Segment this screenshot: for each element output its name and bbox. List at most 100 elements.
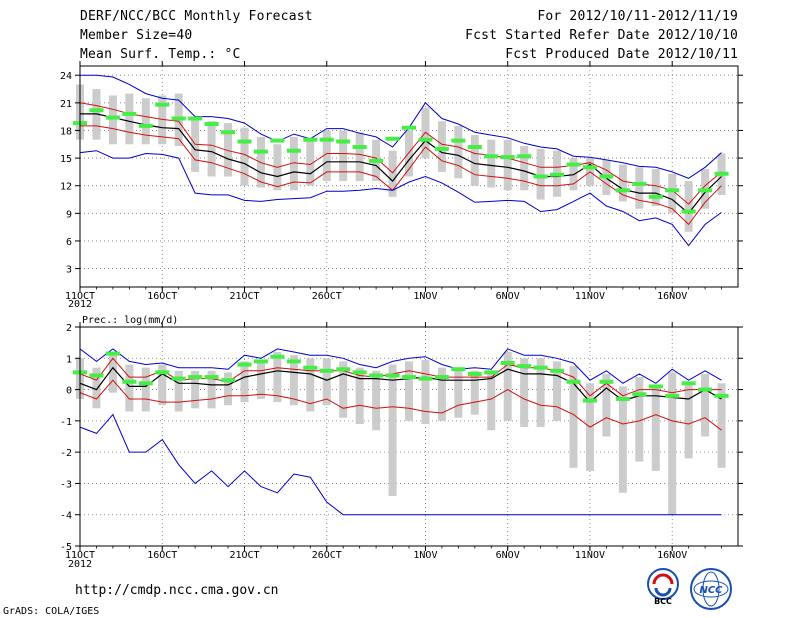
- temp-ytick-label: 21: [60, 99, 72, 110]
- prec-marker: [533, 365, 548, 370]
- temp-marker: [336, 139, 351, 144]
- prec-ensemble-box: [651, 386, 660, 471]
- temp-marker: [550, 172, 565, 177]
- prec-marker: [566, 379, 581, 384]
- temp-ytick-label: 18: [60, 126, 72, 137]
- prec-ensemble-box: [388, 364, 397, 496]
- temp-xtick-label: 16NOV: [657, 291, 687, 302]
- prec-marker: [122, 379, 137, 384]
- temp-marker: [122, 111, 137, 116]
- temp-line-mean: [80, 113, 722, 215]
- temp-xtick-label: 1NOV: [413, 291, 437, 302]
- temp-marker: [500, 155, 515, 160]
- prec-marker: [385, 373, 400, 378]
- temp-ensemble-box: [339, 130, 348, 182]
- temp-ensemble-box: [388, 150, 397, 197]
- source-url[interactable]: http://cmdp.ncc.cma.gov.cn: [75, 583, 279, 598]
- temp-marker: [237, 139, 252, 144]
- prec-ensemble-box: [355, 367, 364, 424]
- prec-marker: [89, 373, 104, 378]
- prec-ensemble-box: [668, 372, 677, 515]
- prec-ytick-label: -1: [60, 417, 72, 428]
- prec-line-max: [79, 348, 722, 384]
- temp-xtick-label: 21OCT: [229, 291, 259, 302]
- prec-marker: [352, 370, 367, 375]
- prec-marker: [500, 360, 515, 365]
- prec-marker: [237, 362, 252, 367]
- temp-marker: [402, 125, 416, 130]
- temp-marker: [188, 116, 203, 121]
- temp-ytick-label: 24: [60, 71, 72, 82]
- prec-xtick-label: 11NOV: [575, 550, 605, 561]
- prec-line-upper: [79, 357, 722, 397]
- prec-ytick-label: 2: [66, 323, 72, 334]
- temp-line-lower: [80, 125, 722, 226]
- temp-ensemble-box: [322, 130, 331, 182]
- forecast-produced-date: Fcst Produced Date 2012/10/11: [505, 47, 738, 62]
- prec-ensemble-box: [273, 352, 282, 403]
- prec-ensemble-box: [684, 383, 693, 459]
- prec-marker: [204, 375, 219, 380]
- prec-marker: [369, 373, 384, 378]
- ncc-logo: NCC: [688, 566, 734, 616]
- prec-ensemble-box: [158, 364, 167, 406]
- temp-marker: [369, 158, 384, 163]
- prec-marker: [155, 370, 170, 375]
- temp-marker: [648, 194, 663, 199]
- prec-ensemble-box: [191, 370, 200, 409]
- prec-ensemble-box: [174, 370, 183, 412]
- prec-ensemble-box: [92, 367, 101, 409]
- prec-ensemble-box: [322, 358, 331, 406]
- temp-marker: [253, 149, 268, 154]
- temp-xtick-label: 6NOV: [496, 291, 520, 302]
- ncc-logo-text: NCC: [699, 585, 723, 596]
- temp-xtick-label: 26OCT: [312, 291, 342, 302]
- temp-ytick-label: 3: [66, 265, 72, 276]
- temp-ensemble-box: [141, 98, 150, 145]
- temp-marker: [517, 154, 532, 159]
- prec-ensemble-box: [470, 370, 479, 415]
- prec-marker: [418, 376, 433, 381]
- prec-marker: [303, 365, 318, 370]
- prec-ensemble-box: [602, 373, 611, 437]
- temp-ensemble-box: [207, 121, 216, 177]
- temp-ensemble-box: [520, 146, 529, 191]
- prec-marker: [270, 354, 285, 359]
- temp-ensemble-box: [651, 169, 660, 206]
- prec-ytick-label: 1: [66, 354, 72, 365]
- temp-line-upper: [79, 102, 722, 205]
- temp-xtick-label: 16OCT: [147, 291, 177, 302]
- prec-panel-title: Prec.: log(mm/d): [82, 315, 178, 326]
- prec-marker: [698, 387, 713, 392]
- temp-marker: [484, 154, 499, 159]
- temp-marker: [582, 165, 597, 170]
- prec-marker: [105, 351, 120, 356]
- temp-ensemble-box: [405, 130, 413, 177]
- prec-ensemble-box: [701, 373, 710, 437]
- prec-ensemble-box: [141, 367, 150, 412]
- prec-ensemble-box: [520, 358, 529, 428]
- prec-ensemble-box: [635, 377, 644, 462]
- prec-marker: [188, 375, 203, 380]
- temp-line-max: [80, 74, 722, 179]
- forecast-started-date: Fcst Started Refer Date 2012/10/10: [465, 28, 738, 43]
- prec-marker: [286, 359, 301, 364]
- prec-xtick-label: 21OCT: [229, 550, 259, 561]
- temp-marker: [714, 171, 729, 176]
- prec-marker: [582, 398, 597, 403]
- prec-ytick-label: -4: [60, 511, 72, 522]
- prec-ytick-label: -3: [60, 479, 72, 490]
- prec-xtick-label: 16OCT: [147, 550, 177, 561]
- temp-ensemble-box: [125, 93, 134, 145]
- temp-marker: [155, 102, 170, 107]
- prec-marker: [336, 367, 351, 372]
- prec-marker: [171, 376, 186, 381]
- temp-xtick-label: 11NOV: [575, 291, 605, 302]
- temp-ytick-label: 9: [66, 209, 72, 220]
- prec-marker: [451, 367, 466, 372]
- prec-ensemble-box: [306, 358, 315, 412]
- temp-marker: [204, 122, 219, 127]
- prec-ensemble-box: [553, 361, 562, 421]
- prec-line-mean: [79, 366, 722, 403]
